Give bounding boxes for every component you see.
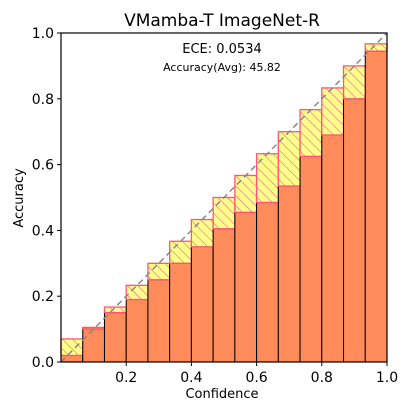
gap-hatch [364,43,388,52]
y-tick-label: 0.8 [32,92,54,108]
y-tick-label: 0.2 [32,289,54,305]
y-axis-ticks: 0.0 0.2 0.4 0.6 0.8 1.0 [32,26,61,371]
accuracy-bar [277,185,301,363]
accuracy-bar [82,326,105,363]
chart-title: VMamba-T ImageNet-R [124,11,320,31]
gap-hatch [60,338,84,357]
x-tick-label: 0.8 [311,370,333,386]
gap-hatch [212,196,236,230]
accuracy-bar [343,98,366,363]
gap-hatch [103,306,127,314]
y-tick-label: 1.0 [32,26,54,42]
accuracy-bar [169,262,192,363]
x-tick-label: 0.6 [245,370,267,386]
y-tick-label: 0.0 [32,355,54,371]
ece-annotation: ECE: 0.0534 [182,42,262,57]
accuracy-bar [321,134,345,363]
accuracy-avg-annotation: Accuracy(Avg): 45.82 [163,61,281,74]
x-axis-label: Confidence [185,387,258,402]
perfect-calibration-line [60,32,388,363]
accuracy-bar [256,201,279,363]
y-tick-label: 0.6 [32,158,54,174]
y-tick-label: 0.4 [32,223,54,239]
gap-hatch [234,174,258,213]
accuracy-bar [234,211,258,363]
gap-hatch [190,218,214,248]
accuracy-bar [299,155,323,363]
accuracy-bar [364,50,388,363]
x-axis-ticks: 0.2 0.4 0.6 0.8 1.0 [115,362,398,386]
gap-hatch [125,284,149,301]
y-axis-label: Accuracy [12,168,27,228]
accuracy-bar [125,298,149,363]
plot-frame [60,32,388,363]
gap-hatch [342,65,366,100]
gap-hatch [147,262,171,281]
plot-area [60,32,388,363]
gap-hatch [169,240,193,264]
x-tick-label: 0.4 [180,370,202,386]
x-tick-label: 1.0 [376,370,398,386]
accuracy-bar [147,279,171,363]
accuracy-bar [103,312,127,363]
accuracy-bar [212,228,236,363]
accuracy-bar [190,246,214,363]
x-tick-label: 0.2 [115,370,137,386]
gap-hatch [82,326,106,330]
